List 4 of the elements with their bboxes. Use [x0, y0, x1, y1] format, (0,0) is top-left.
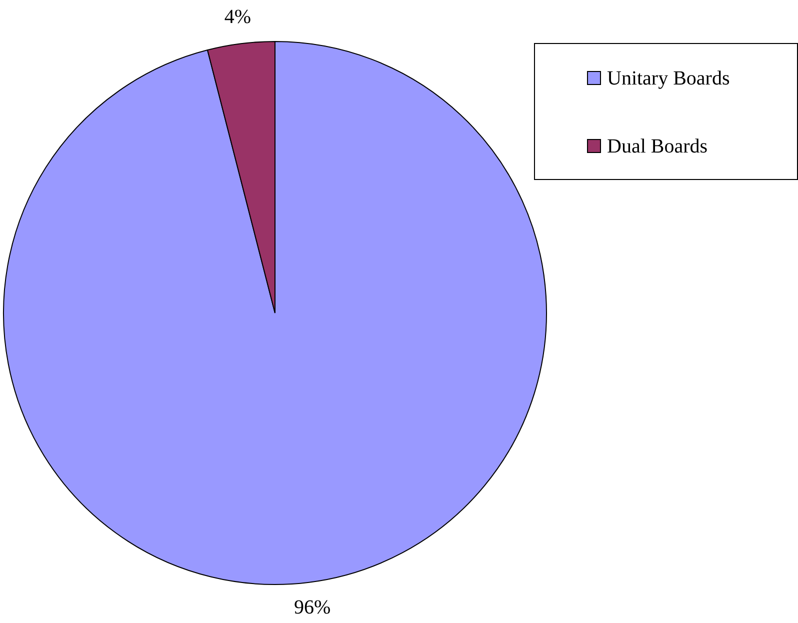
data-label: 96%: [294, 596, 331, 618]
legend-label: Unitary Boards: [607, 67, 730, 90]
data-label: 4%: [224, 6, 252, 28]
legend-label: Dual Boards: [607, 135, 708, 158]
